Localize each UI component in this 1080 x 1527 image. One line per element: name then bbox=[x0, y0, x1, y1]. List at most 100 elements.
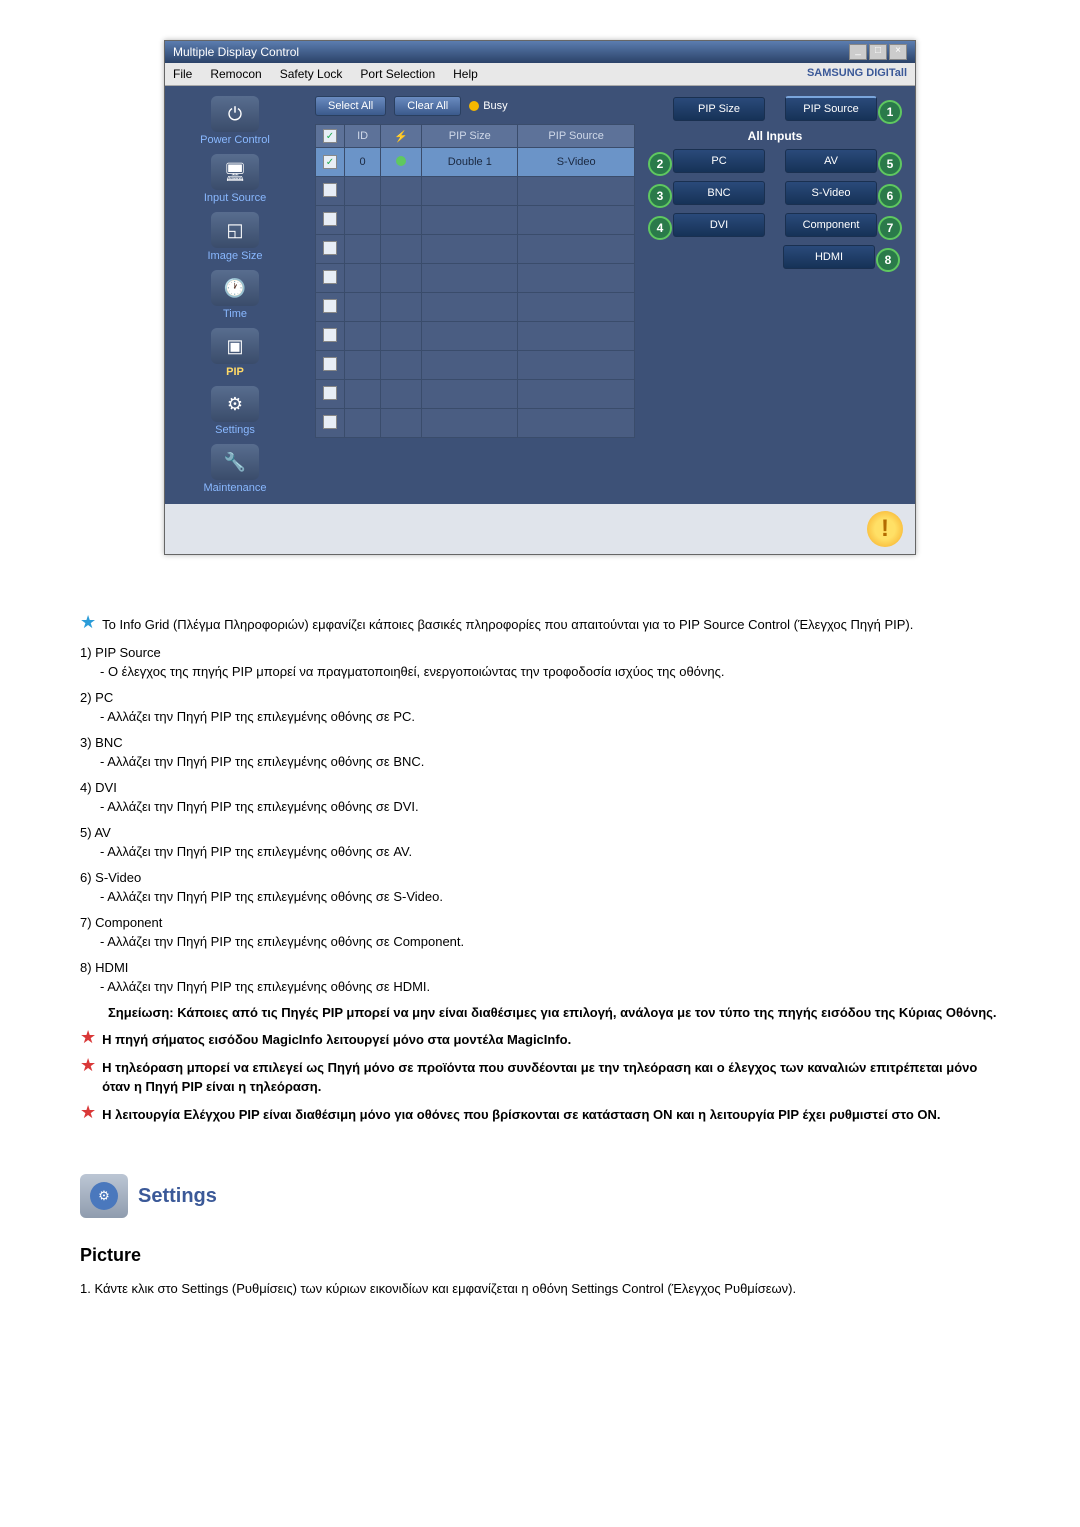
sidebar-item-settings[interactable]: ⚙ Settings bbox=[211, 386, 259, 436]
sidebar-item-power-control[interactable]: ⏻ Power Control bbox=[200, 96, 270, 146]
maximize-button[interactable]: □ bbox=[869, 44, 887, 60]
row-checkbox[interactable] bbox=[323, 299, 337, 313]
svideo-button[interactable]: S-Video 6 bbox=[785, 181, 877, 205]
sidebar-item-time[interactable]: 🕐 Time bbox=[211, 270, 259, 320]
dvi-button[interactable]: 4 DVI bbox=[673, 213, 765, 237]
item-8-label: 8) HDMI bbox=[80, 958, 1000, 978]
table-row[interactable] bbox=[316, 351, 635, 380]
busy-indicator: Busy bbox=[469, 100, 507, 112]
star-note-3: Η λειτουργία Ελέγχου PIP είναι διαθέσιμη… bbox=[102, 1105, 940, 1125]
warning-icon: ! bbox=[867, 511, 903, 547]
row-checkbox[interactable] bbox=[323, 415, 337, 429]
menu-file[interactable]: File bbox=[173, 67, 192, 81]
component-button[interactable]: Component 7 bbox=[785, 213, 877, 237]
info-grid: ID ⚡ PIP Size PIP Source 0 Double 1 S-Vi… bbox=[315, 124, 635, 438]
row-checkbox[interactable] bbox=[323, 183, 337, 197]
pc-button[interactable]: 2 PC bbox=[673, 149, 765, 173]
badge-1: 1 bbox=[878, 100, 902, 124]
menu-help[interactable]: Help bbox=[453, 67, 478, 81]
pip-size-button[interactable]: PIP Size bbox=[673, 97, 765, 121]
picture-heading: Picture bbox=[80, 1242, 1000, 1269]
table-row[interactable] bbox=[316, 293, 635, 322]
badge-8: 8 bbox=[876, 248, 900, 272]
hdmi-button[interactable]: HDMI 8 bbox=[783, 245, 875, 269]
item-6-label: 6) S-Video bbox=[80, 868, 1000, 888]
col-pip-size[interactable]: PIP Size bbox=[422, 125, 518, 148]
row-checkbox[interactable] bbox=[323, 328, 337, 342]
table-row[interactable] bbox=[316, 235, 635, 264]
item-7-desc: - Αλλάζει την Πηγή PIP της επιλεγμένης ο… bbox=[80, 932, 1000, 952]
badge-5: 5 bbox=[878, 152, 902, 176]
picture-item-1: 1. Κάντε κλικ στο Settings (Ρυθμίσεις) τ… bbox=[80, 1279, 1000, 1299]
intro-text: Το Info Grid (Πλέγμα Πληροφοριών) εμφανί… bbox=[102, 615, 913, 635]
maintenance-icon: 🔧 bbox=[211, 444, 259, 480]
cell-pip-source: S-Video bbox=[518, 148, 635, 177]
cell-pip-size: Double 1 bbox=[422, 148, 518, 177]
power-icon: ⏻ bbox=[211, 96, 259, 132]
col-pip-source[interactable]: PIP Source bbox=[518, 125, 635, 148]
item-1-label: 1) PIP Source bbox=[80, 643, 1000, 663]
sidebar-item-maintenance[interactable]: 🔧 Maintenance bbox=[204, 444, 267, 494]
window-title: Multiple Display Control bbox=[173, 45, 299, 59]
badge-7: 7 bbox=[878, 216, 902, 240]
item-5-label: 5) AV bbox=[80, 823, 1000, 843]
status-dot-icon bbox=[396, 156, 406, 166]
item-6-desc: - Αλλάζει την Πηγή PIP της επιλεγμένης ο… bbox=[80, 887, 1000, 907]
menu-bar: File Remocon Safety Lock Port Selection … bbox=[165, 63, 915, 86]
col-id[interactable]: ID bbox=[345, 125, 381, 148]
row-checkbox[interactable] bbox=[323, 241, 337, 255]
table-row[interactable] bbox=[316, 380, 635, 409]
row-checkbox[interactable] bbox=[323, 212, 337, 226]
table-row[interactable] bbox=[316, 206, 635, 235]
row-checkbox[interactable] bbox=[323, 357, 337, 371]
badge-6: 6 bbox=[878, 184, 902, 208]
pip-source-panel: PIP Size PIP Source 1 All Inputs 2 PC AV… bbox=[645, 96, 905, 494]
av-button[interactable]: AV 5 bbox=[785, 149, 877, 173]
sidebar-item-input-source[interactable]: 🖥 Input Source bbox=[204, 154, 266, 204]
table-row[interactable]: 0 Double 1 S-Video bbox=[316, 148, 635, 177]
pip-source-button[interactable]: PIP Source 1 bbox=[785, 96, 877, 121]
clear-all-button[interactable]: Clear All bbox=[394, 96, 461, 116]
item-8-desc: - Αλλάζει την Πηγή PIP της επιλεγμένης ο… bbox=[80, 977, 1000, 997]
item-3-label: 3) BNC bbox=[80, 733, 1000, 753]
row-checkbox[interactable] bbox=[323, 270, 337, 284]
menu-safety-lock[interactable]: Safety Lock bbox=[280, 67, 343, 81]
close-button[interactable]: × bbox=[889, 44, 907, 60]
image-size-icon: ◱ bbox=[211, 212, 259, 248]
settings-section-title: Settings bbox=[138, 1181, 217, 1211]
star-icon: ★ bbox=[80, 1058, 96, 1097]
item-3-desc: - Αλλάζει την Πηγή PIP της επιλεγμένης ο… bbox=[80, 752, 1000, 772]
doc-content: ★ Το Info Grid (Πλέγμα Πληροφοριών) εμφα… bbox=[80, 615, 1000, 1299]
table-row[interactable] bbox=[316, 177, 635, 206]
menu-remocon[interactable]: Remocon bbox=[210, 67, 261, 81]
sidebar-item-pip[interactable]: ▣ PIP bbox=[211, 328, 259, 378]
row-checkbox[interactable] bbox=[323, 386, 337, 400]
table-row[interactable] bbox=[316, 322, 635, 351]
title-bar: Multiple Display Control _ □ × bbox=[165, 41, 915, 63]
item-7-label: 7) Component bbox=[80, 913, 1000, 933]
settings-icon: ⚙ bbox=[211, 386, 259, 422]
menu-port-selection[interactable]: Port Selection bbox=[360, 67, 435, 81]
item-1-desc: - Ο έλεγχος της πηγής PIP μπορεί να πραγ… bbox=[80, 662, 1000, 682]
row-checkbox[interactable] bbox=[323, 155, 337, 169]
bnc-button[interactable]: 3 BNC bbox=[673, 181, 765, 205]
brand-label: SAMSUNG DIGITall bbox=[807, 67, 907, 81]
star-icon: ★ bbox=[80, 1030, 96, 1050]
status-bar: ! bbox=[165, 504, 915, 554]
note-text: Σημείωση: Κάποιες από τις Πηγές PIP μπορ… bbox=[80, 1003, 1000, 1023]
table-row[interactable] bbox=[316, 264, 635, 293]
item-4-desc: - Αλλάζει την Πηγή PIP της επιλεγμένης ο… bbox=[80, 797, 1000, 817]
col-status[interactable]: ⚡ bbox=[381, 125, 422, 148]
sidebar-item-image-size[interactable]: ◱ Image Size bbox=[207, 212, 262, 262]
table-row[interactable] bbox=[316, 409, 635, 438]
select-all-button[interactable]: Select All bbox=[315, 96, 386, 116]
settings-section-icon: ⚙ bbox=[80, 1174, 128, 1218]
busy-dot-icon bbox=[469, 101, 479, 111]
input-source-icon: 🖥 bbox=[211, 154, 259, 190]
all-inputs-label: All Inputs bbox=[645, 129, 905, 143]
header-checkbox[interactable] bbox=[323, 129, 337, 143]
item-4-label: 4) DVI bbox=[80, 778, 1000, 798]
star-note-1: Η πηγή σήματος εισόδου MagicInfo λειτουρ… bbox=[102, 1030, 571, 1050]
minimize-button[interactable]: _ bbox=[849, 44, 867, 60]
star-icon: ★ bbox=[80, 1105, 96, 1125]
